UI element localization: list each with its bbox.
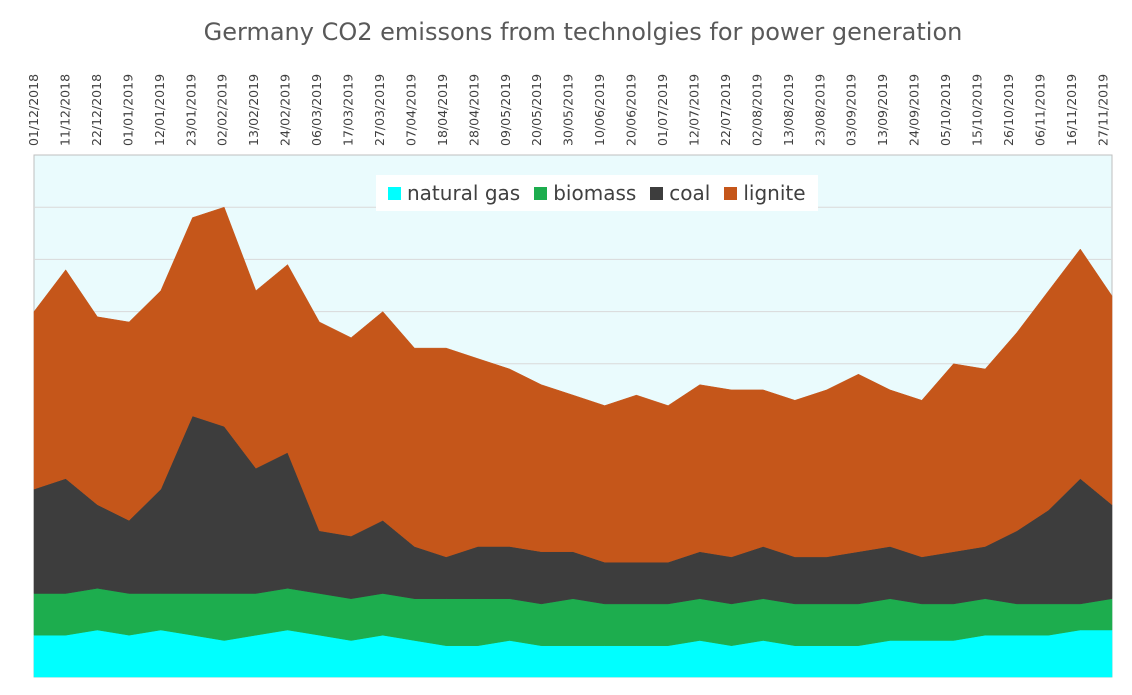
x-tick-label: 23/01/2019 xyxy=(183,74,198,146)
legend-item-natural-gas: natural gas xyxy=(388,181,520,205)
x-tick-label: 27/11/2019 xyxy=(1095,74,1110,146)
x-tick-label: 22/07/2019 xyxy=(718,74,733,146)
x-tick-label: 22/12/2018 xyxy=(89,74,104,146)
x-tick-label: 18/04/2019 xyxy=(435,74,450,146)
x-tick-label: 09/05/2019 xyxy=(498,74,513,146)
legend-swatch xyxy=(724,186,738,200)
x-tick-label: 13/09/2019 xyxy=(875,74,890,146)
x-tick-label: 24/09/2019 xyxy=(907,74,922,146)
x-tick-label: 26/10/2019 xyxy=(1001,74,1016,146)
x-tick-label: 05/10/2019 xyxy=(938,74,953,146)
x-tick-label: 30/05/2019 xyxy=(561,74,576,146)
legend-label: coal xyxy=(669,181,711,205)
x-tick-label: 06/03/2019 xyxy=(309,74,324,146)
x-tick-label: 06/11/2019 xyxy=(1032,74,1047,146)
x-tick-label: 27/03/2019 xyxy=(372,74,387,146)
x-tick-label: 23/08/2019 xyxy=(812,74,827,146)
x-tick-label: 07/04/2019 xyxy=(403,74,418,146)
legend-label: lignite xyxy=(743,181,806,205)
stacked-areas xyxy=(33,206,1113,678)
legend-item-biomass: biomass xyxy=(534,181,636,205)
x-tick-label: 13/02/2019 xyxy=(246,74,261,146)
x-tick-label: 13/08/2019 xyxy=(781,74,796,146)
legend-label: natural gas xyxy=(407,181,521,205)
x-tick-label: 28/04/2019 xyxy=(466,74,481,146)
chart-title: Germany CO2 emissons from technolgies fo… xyxy=(203,18,963,46)
x-tick-label: 20/05/2019 xyxy=(529,74,544,146)
area-lignite xyxy=(33,206,1113,563)
x-tick-label: 15/10/2019 xyxy=(970,74,985,146)
x-tick-label: 17/03/2019 xyxy=(341,74,356,146)
x-tick-label: 12/01/2019 xyxy=(152,74,167,146)
x-tick-label: 24/02/2019 xyxy=(278,74,293,146)
legend-swatch xyxy=(534,186,548,200)
x-tick-label: 02/08/2019 xyxy=(749,74,764,146)
x-tick-label: 01/07/2019 xyxy=(655,74,670,146)
x-tick-label: 03/09/2019 xyxy=(844,74,859,146)
legend: natural gas biomass coal lignite xyxy=(376,175,818,211)
x-tick-label: 11/12/2018 xyxy=(57,74,72,146)
legend-swatch xyxy=(650,186,664,200)
legend-item-lignite: lignite xyxy=(724,181,806,205)
x-tick-label: 01/01/2019 xyxy=(120,74,135,146)
legend-item-coal: coal xyxy=(650,181,710,205)
legend-label: biomass xyxy=(553,181,637,205)
x-tick-label: 01/12/2018 xyxy=(26,74,41,146)
x-tick-label: 12/07/2019 xyxy=(686,74,701,146)
x-tick-label: 10/06/2019 xyxy=(592,74,607,146)
legend-swatch xyxy=(388,186,401,200)
x-tick-label: 16/11/2019 xyxy=(1064,74,1079,146)
x-tick-label: 20/06/2019 xyxy=(624,74,639,146)
x-tick-label: 02/02/2019 xyxy=(215,74,230,146)
x-axis-tick-labels: 01/12/2018 11/12/2018 22/12/2018 01/01/2019… xyxy=(26,74,1110,146)
